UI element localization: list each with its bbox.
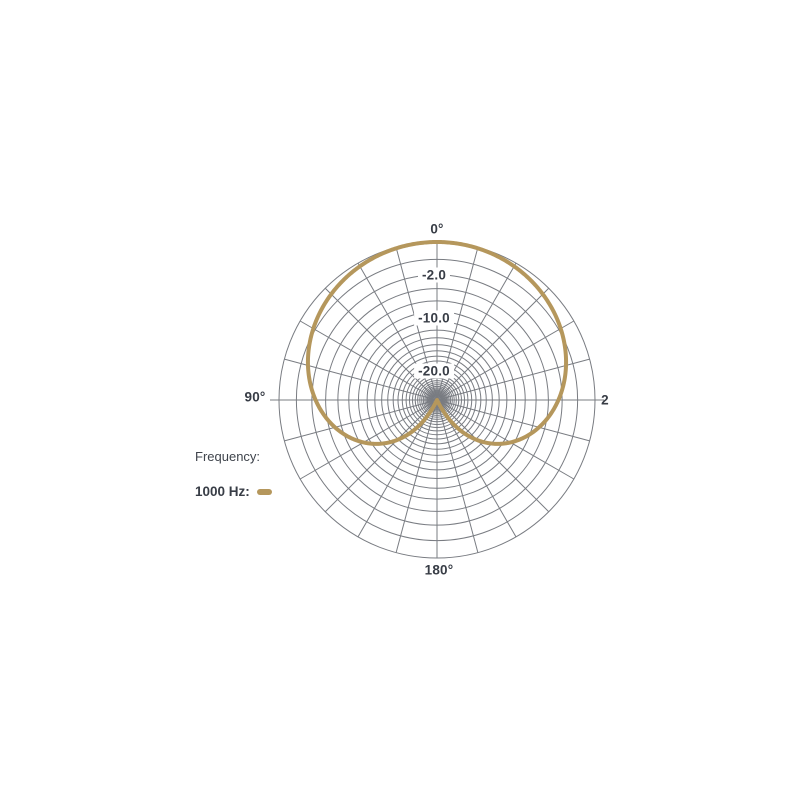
- legend-series-label: 1000 Hz:: [195, 484, 250, 499]
- angle-label-0deg: 0°: [430, 221, 444, 237]
- legend-title: Frequency:: [195, 449, 261, 464]
- response-curve-1000hz: [305, 240, 569, 446]
- db-label-minus10: -10.0: [414, 310, 454, 326]
- db-label-minus2: -2.0: [417, 267, 451, 283]
- legend-swatch-1000hz: [256, 488, 272, 495]
- angle-label-90deg: 90°: [244, 389, 266, 405]
- db-label-minus20: -20.0: [414, 363, 454, 379]
- legend-row: 1000 Hz:: [195, 484, 272, 499]
- angle-label-180deg: 180°: [424, 562, 454, 578]
- angle-label-270deg: 2: [601, 392, 609, 408]
- legend: Frequency: 1000 Hz:: [195, 449, 272, 499]
- response-curve-group: [305, 240, 569, 446]
